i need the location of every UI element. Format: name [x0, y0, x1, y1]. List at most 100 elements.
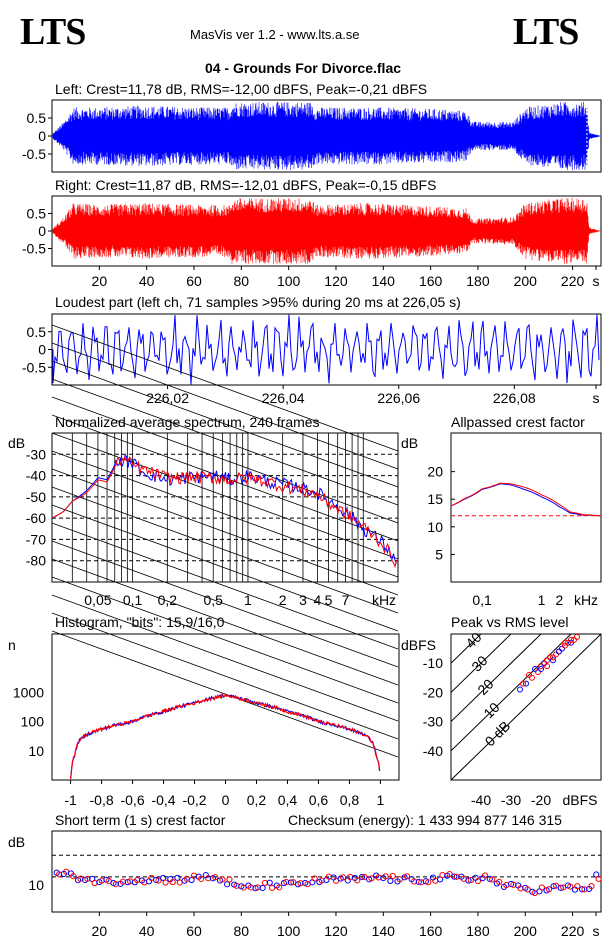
shortterm-point-left — [224, 881, 231, 888]
shortterm-xtick-label: 160 — [419, 923, 443, 939]
shortterm-point-right — [169, 878, 176, 886]
peakrms-frame — [450, 633, 602, 781]
allpass-ytick-label: 10 — [427, 519, 443, 535]
spectrum-slope-line — [51, 450, 399, 578]
histogram-xtick-label: -0,4 — [151, 792, 175, 808]
peakrms-ylabel: dBFS — [401, 637, 436, 653]
peakrms-point — [574, 633, 580, 640]
peakrms-point — [544, 663, 550, 670]
peakrms-diagonal — [451, 634, 542, 723]
spectrum-ytick-label: -60 — [26, 510, 46, 526]
allpass-series-right_db — [451, 482, 601, 517]
shortterm-point-right — [595, 875, 602, 882]
peakrms-point — [541, 660, 547, 667]
allpass-ytick-label: 20 — [427, 464, 443, 480]
allpass-xtick-label: 1 — [538, 592, 546, 608]
spectrum-slope-line — [51, 504, 399, 632]
shortterm-point-right — [538, 884, 545, 891]
histogram-xtick-label: 0,6 — [309, 792, 329, 808]
waveform-xtick-label: 100 — [277, 273, 301, 289]
spectrum-xtick-label: 5 — [325, 592, 333, 608]
shortterm-point-right — [332, 877, 340, 884]
shortterm-point-left — [465, 877, 472, 884]
spectrum-slope-line — [51, 612, 399, 740]
shortterm-point-right — [403, 873, 411, 880]
shortterm-point-left — [451, 873, 458, 880]
histogram-frame — [51, 633, 400, 781]
shortterm-point-right — [162, 879, 169, 886]
peakrms-xtick-label: -20 — [531, 792, 551, 808]
peakrms-diagonal — [451, 634, 482, 664]
histogram-xtick-label: 0,8 — [340, 792, 360, 808]
shortterm-xtick-label: 120 — [324, 923, 348, 939]
histogram-ytick-label: 100 — [21, 714, 45, 730]
spectrum-ylabel: dB — [8, 435, 25, 451]
right-channel-title: Right: Crest=11,87 dB, RMS=-12,01 dBFS, … — [55, 177, 437, 193]
logo-left: LTS — [20, 11, 86, 53]
loudest-ytick-label: 0 — [38, 342, 46, 358]
waveform-xtick-label: 220 — [561, 273, 585, 289]
shortterm-ylabel: dB — [8, 834, 25, 850]
shortterm-point-left — [578, 886, 586, 893]
peakrms-diagonal-label: 0 dB — [482, 718, 514, 750]
shortterm-point-right — [226, 876, 233, 883]
histogram-xtick-label: 0,2 — [247, 792, 267, 808]
shortterm-point-right — [496, 878, 503, 886]
loudest-ytick-label: 0.5 — [27, 324, 47, 340]
left-waveform-signal — [52, 101, 601, 171]
peakrms-point — [553, 651, 559, 658]
spectrum-frame — [51, 432, 399, 583]
spectrum-xtick-label: 0,05 — [84, 592, 111, 608]
spectrum-xtick-label: 1 — [244, 592, 252, 608]
spectrum-series-left_db — [52, 454, 397, 564]
peakrms-point — [568, 636, 574, 643]
shortterm-point-left — [550, 883, 557, 890]
allpass-frame — [450, 432, 602, 583]
shortterm-point-right — [276, 884, 283, 891]
peakrms-diagonal-label: 10 — [480, 699, 502, 721]
shortterm-point-right — [467, 876, 474, 884]
waveform-xtick-label: s — [593, 273, 600, 289]
shortterm-xtick-label: 100 — [277, 923, 301, 939]
histogram-xtick-label: 1 — [377, 792, 385, 808]
allpass-ylabel: dB — [401, 435, 418, 451]
spectrum-xtick-label: 7 — [342, 592, 350, 608]
peakrms-diagonal-label: 20 — [474, 676, 496, 698]
shortterm-point-right — [545, 886, 553, 893]
spectrum-slope-line — [51, 396, 399, 524]
shortterm-point-left — [174, 874, 181, 881]
peakrms-diagonal-label: 30 — [468, 652, 490, 674]
spectrum-slope-line — [51, 324, 399, 452]
shortterm-xtick-label: s — [593, 923, 600, 939]
shortterm-point-right — [368, 875, 375, 882]
loudest-xtick-label: 226,04 — [262, 390, 305, 406]
histogram-xtick-label: -1 — [64, 792, 77, 808]
waveform-xtick-label: 120 — [324, 273, 348, 289]
shortterm-point-right — [425, 879, 432, 886]
loudest-xtick-label: 226,08 — [493, 390, 536, 406]
shortterm-xtick-label: 220 — [561, 923, 585, 939]
loudest-part-title: Loudest part (left ch, 71 samples >95% d… — [55, 294, 461, 310]
histogram-ylabel: n — [8, 637, 16, 653]
right-waveform-ytick-label: -0.5 — [22, 241, 46, 257]
spectrum-series-right_db — [52, 455, 397, 569]
peakrms-diagonal — [451, 634, 572, 752]
shortterm-xtick-label: 80 — [234, 923, 250, 939]
peakrms-ytick-label: -10 — [423, 655, 443, 671]
peakrms-point — [544, 657, 550, 664]
shortterm-xtick-label: 180 — [466, 923, 490, 939]
spectrum-slope-line — [51, 522, 399, 650]
shortterm-point-right — [354, 877, 361, 884]
spectrum-xtick-label: 0,2 — [158, 592, 178, 608]
shortterm-xtick-label: 20 — [92, 923, 108, 939]
allpass-series-left_db — [451, 483, 600, 517]
spectrum-xtick-label: 0,5 — [203, 592, 223, 608]
shortterm-point-right — [474, 877, 482, 885]
shortterm-ytick-label: 10 — [28, 877, 44, 893]
shortterm-point-right — [311, 875, 318, 882]
waveform-xtick-label: 60 — [186, 273, 202, 289]
peakrms-point — [523, 680, 529, 687]
left-waveform-ytick-label: 0.5 — [27, 110, 47, 126]
spectrum-ytick-label: -80 — [26, 553, 46, 569]
left-waveform-ytick-label: 0 — [38, 128, 46, 144]
